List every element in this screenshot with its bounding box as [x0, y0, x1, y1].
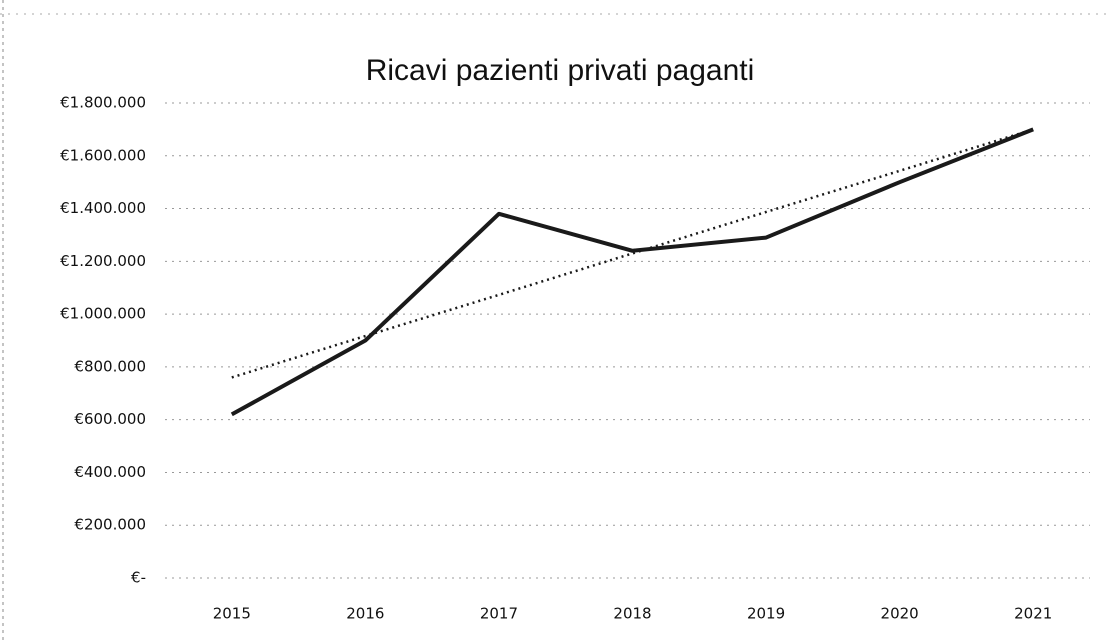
x-tick-label: 2021 [1014, 605, 1052, 623]
y-tick-label: €- [131, 569, 146, 587]
y-tick-label: €600.000 [74, 410, 146, 428]
x-tick-label: 2018 [613, 605, 651, 623]
y-tick-label: €1.200.000 [60, 252, 146, 270]
trend-line [231, 128, 1034, 379]
x-tick-label: 2015 [213, 605, 251, 623]
x-tick-label: 2017 [480, 605, 518, 623]
chart-title: Ricavi pazienti privati paganti [366, 54, 755, 87]
y-tick-label: €1.600.000 [60, 146, 146, 164]
series-line [230, 127, 1034, 417]
y-tick-label: €1.800.000 [60, 94, 146, 112]
y-tick-label: €400.000 [74, 463, 146, 481]
y-tick-label: €800.000 [74, 357, 146, 375]
x-tick-label: 2019 [747, 605, 785, 623]
y-tick-label: €1.000.000 [60, 305, 146, 323]
y-tick-label: €200.000 [74, 516, 146, 534]
x-tick-label: 2016 [346, 605, 384, 623]
y-tick-label: €1.400.000 [60, 199, 146, 217]
x-tick-label: 2020 [881, 605, 919, 623]
